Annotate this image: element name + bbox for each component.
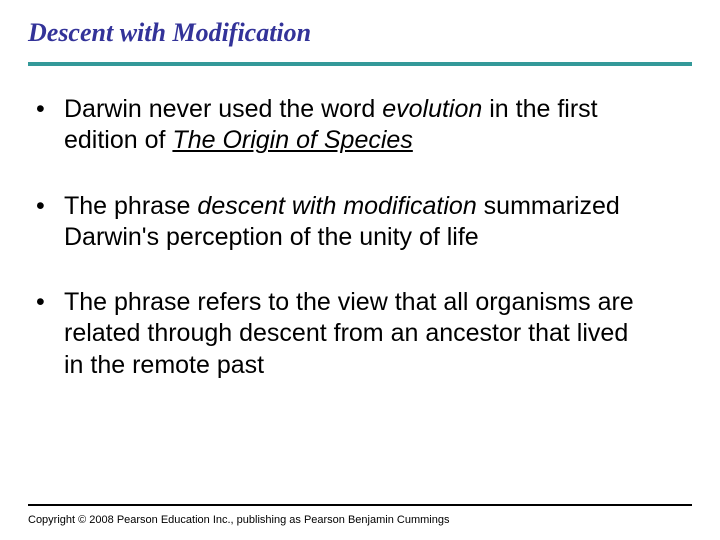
bullet-marker: • [36,94,64,157]
content-area: • Darwin never used the word evolution i… [28,94,692,381]
footer-divider [28,504,692,506]
bullet-marker: • [36,287,64,381]
bullet-text: The phrase refers to the view that all o… [64,287,692,381]
copyright-text: Copyright © 2008 Pearson Education Inc.,… [28,514,449,526]
bullet-marker: • [36,191,64,254]
bullet-text: The phrase descent with modification sum… [64,191,692,254]
title-divider [28,62,692,66]
bullet-text: Darwin never used the word evolution in … [64,94,692,157]
slide-title: Descent with Modification [28,18,692,48]
bullet-item: • Darwin never used the word evolution i… [36,94,692,157]
bullet-item: • The phrase descent with modification s… [36,191,692,254]
bullet-item: • The phrase refers to the view that all… [36,287,692,381]
